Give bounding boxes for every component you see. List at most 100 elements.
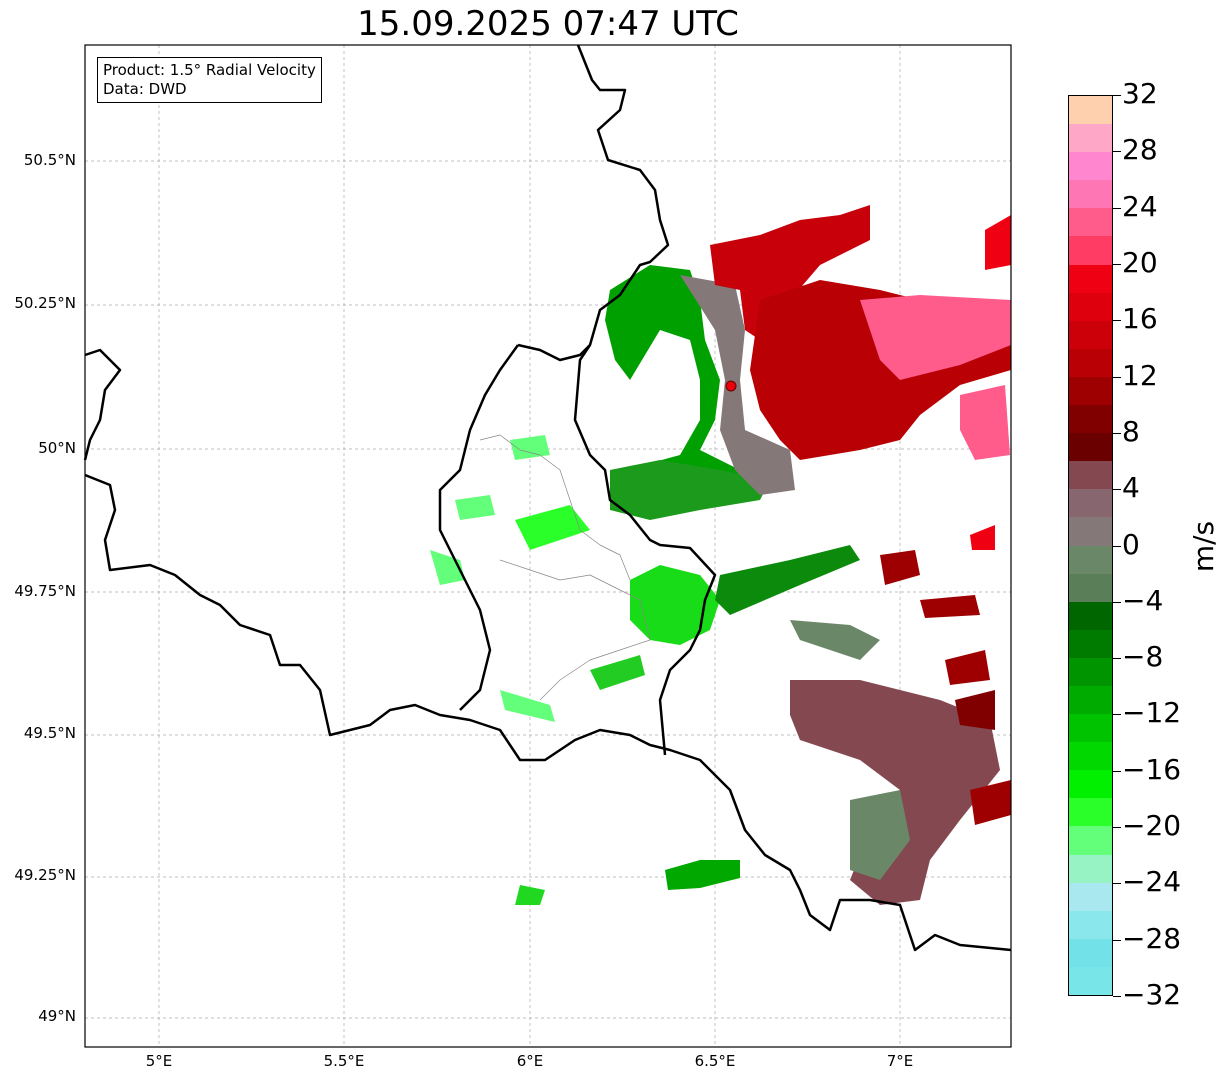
lat-label-49.75: 49.75°N — [14, 582, 76, 600]
data-source-label: Data: DWD — [103, 80, 187, 98]
echo-darkred-2 — [920, 595, 980, 618]
border-lu-north — [517, 343, 591, 362]
radar-site-marker — [725, 380, 737, 392]
colorbar-segment — [1069, 545, 1112, 574]
echo-outbound-north — [710, 205, 870, 340]
echo-light-green — [500, 690, 555, 722]
echo-pink-band — [860, 295, 1011, 380]
echo-green-lux — [590, 655, 645, 690]
echo-green-south — [665, 860, 740, 890]
colorbar-segment — [1069, 573, 1112, 602]
colorbar-segment — [1069, 461, 1112, 490]
lat-label-50: 50°N — [38, 439, 76, 457]
colorbar-segment — [1069, 236, 1112, 265]
echo-green-east — [715, 545, 860, 615]
echo-darkred-5 — [970, 780, 1011, 825]
colorbar-tick-label: 0 — [1122, 527, 1140, 561]
colorbar-tick-label: −4 — [1122, 583, 1164, 617]
colorbar-tick — [1113, 658, 1121, 660]
colorbar-tick-label: −20 — [1122, 809, 1182, 843]
colorbar-segment — [1069, 264, 1112, 293]
echo-darkred-3 — [945, 650, 990, 685]
echo-grey-mid — [790, 620, 880, 660]
lon-label-5: 5°E — [145, 1052, 173, 1070]
lat-label-50.5: 50.5°N — [23, 151, 76, 169]
colorbar-segment — [1069, 770, 1112, 799]
colorbar-tick-label: 16 — [1122, 302, 1158, 336]
echo-light-green-west2 — [455, 495, 495, 520]
radar-echoes — [430, 205, 1011, 905]
colorbar-tick — [1113, 207, 1121, 209]
colorbar-tick — [1113, 376, 1121, 378]
colorbar-units-label: m/s — [1187, 520, 1221, 573]
border-west-1 — [83, 348, 122, 461]
colorbar-tick-label: −32 — [1122, 978, 1182, 1011]
lon-label-6: 6°E — [516, 1052, 544, 1070]
lon-label-6.5: 6.5°E — [694, 1052, 736, 1070]
lat-label-49: 49°N — [38, 1007, 76, 1025]
colorbar-segment — [1069, 882, 1112, 911]
colorbar-segment — [1069, 826, 1112, 855]
border-be-de — [573, 44, 717, 756]
echo-pink-east — [960, 385, 1010, 460]
echo-green-mid — [515, 505, 590, 550]
colorbar-tick-label: 20 — [1122, 245, 1158, 279]
lat-label-49.5: 49.5°N — [23, 724, 76, 742]
colorbar-segment — [1069, 966, 1112, 995]
colorbar-tick — [1113, 151, 1121, 153]
colorbar-segment — [1069, 685, 1112, 715]
lu-canton-lines-2 — [499, 559, 651, 701]
colorbar-segment — [1069, 657, 1112, 686]
echo-green-small — [515, 885, 545, 905]
product-info-box: Product: 1.5° Radial Velocity Data: DWD — [97, 57, 322, 103]
colorbar-segment — [1069, 910, 1112, 939]
colorbar-segment — [1069, 348, 1112, 377]
colorbar-segment — [1069, 742, 1112, 771]
colorbar-tick — [1113, 263, 1121, 265]
echo-inbound-north — [605, 265, 760, 515]
lat-label-50.25: 50.25°N — [14, 294, 76, 312]
colorbar-segment — [1069, 629, 1112, 658]
echo-green-grey — [850, 790, 910, 880]
map-title: 15.09.2025 07:47 UTC — [357, 4, 739, 44]
colorbar-segment — [1069, 601, 1112, 630]
colorbar-tick — [1113, 601, 1121, 603]
colorbar-tick-label: 32 — [1122, 77, 1158, 110]
colorbar-segment — [1069, 96, 1112, 125]
colorbar-tick-label: −16 — [1122, 752, 1182, 786]
echo-zero-band — [680, 275, 795, 495]
colorbar-segment — [1069, 517, 1112, 546]
colorbar-segment — [1069, 433, 1112, 462]
colorbar-tick-label: −8 — [1122, 640, 1164, 674]
colorbar-tick — [1113, 996, 1121, 997]
colorbar-tick — [1113, 827, 1121, 829]
echo-light-green-west — [430, 550, 465, 585]
echo-inbound-band — [610, 460, 770, 520]
colorbar-tick-label: 4 — [1122, 471, 1140, 505]
echo-bright-green — [630, 565, 720, 645]
colorbar-tick-label: −28 — [1122, 921, 1182, 955]
echo-red-small — [970, 525, 995, 550]
echo-darkred-1 — [880, 550, 920, 585]
colorbar-tick — [1113, 714, 1121, 716]
colorbar-segment — [1069, 938, 1112, 967]
colorbar-tick — [1113, 939, 1121, 941]
colorbar-tick-label: 24 — [1122, 189, 1158, 223]
echo-red-ne — [985, 215, 1011, 270]
colorbar-tick — [1113, 320, 1121, 322]
colorbar-segment — [1069, 405, 1112, 434]
colorbar-tick-label: −12 — [1122, 696, 1182, 730]
lon-label-5.5: 5.5°E — [323, 1052, 365, 1070]
colorbar-segment — [1069, 798, 1112, 827]
product-label: Product: 1.5° Radial Velocity — [103, 61, 316, 79]
echo-grey-south — [790, 680, 1000, 905]
echo-light-green-north — [510, 435, 550, 460]
colorbar-tick-label: 8 — [1122, 414, 1140, 448]
map-frame — [84, 44, 1012, 1048]
colorbar-segment — [1069, 320, 1112, 349]
colorbar-tick-label: −24 — [1122, 865, 1182, 899]
colorbar-tick — [1113, 883, 1121, 885]
lat-label-49.25: 49.25°N — [14, 866, 76, 884]
colorbar-tick — [1113, 432, 1121, 434]
colorbar-segment — [1069, 208, 1112, 237]
